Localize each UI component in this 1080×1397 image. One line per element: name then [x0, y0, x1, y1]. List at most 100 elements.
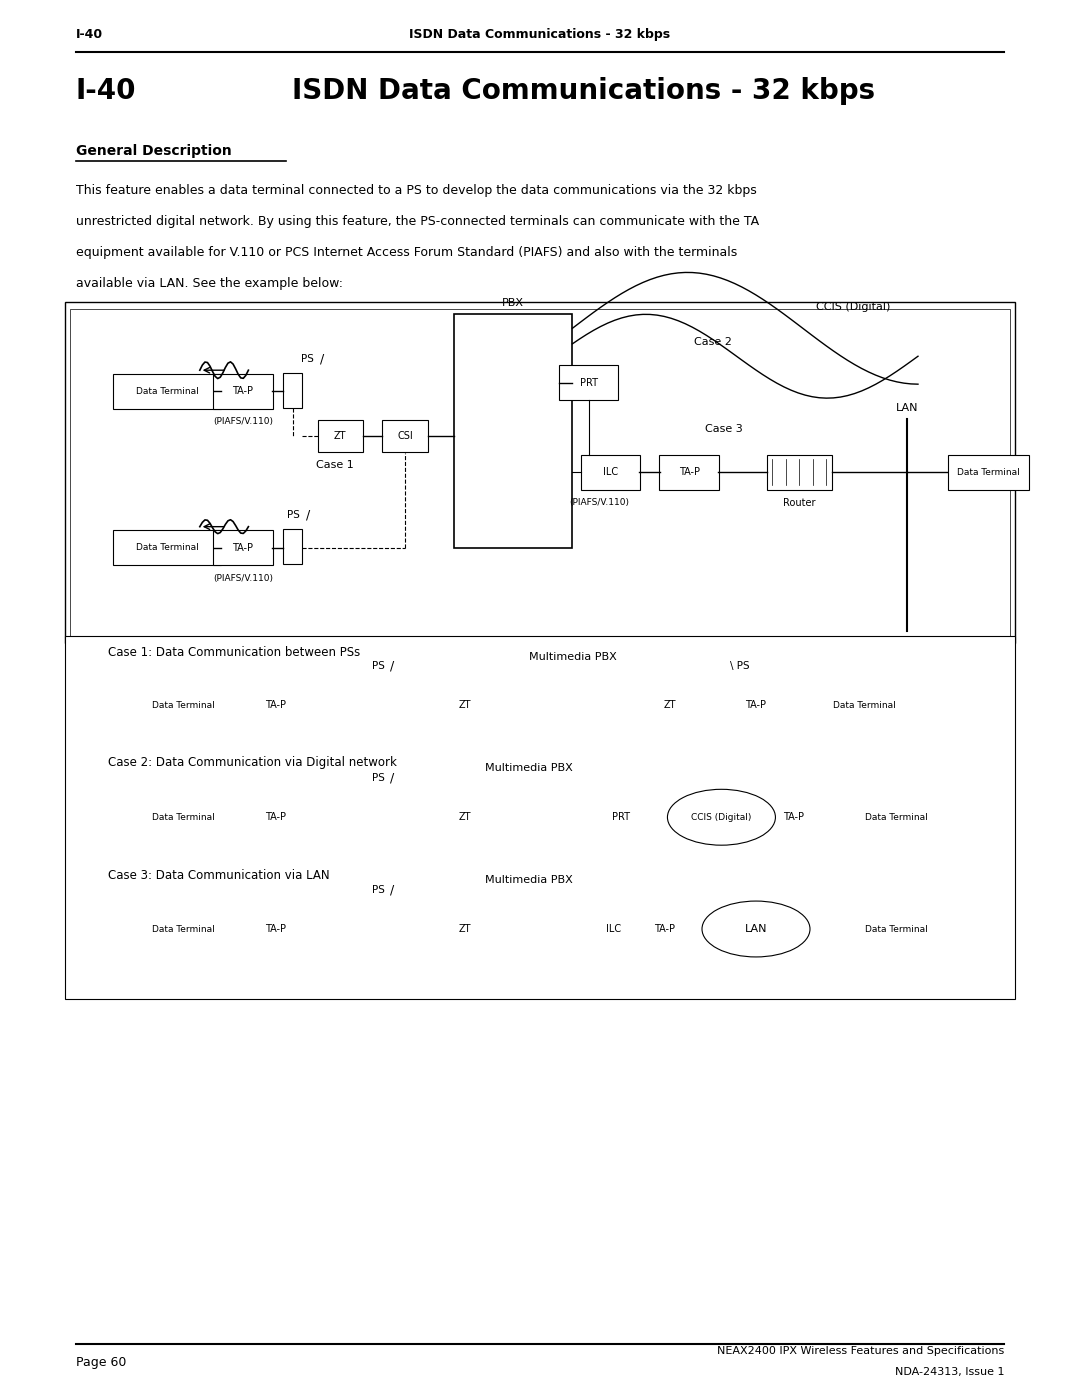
Text: Case 3: Data Communication via LAN: Case 3: Data Communication via LAN	[108, 869, 329, 883]
Text: Multimedia PBX: Multimedia PBX	[528, 651, 617, 662]
Text: available via LAN. See the example below:: available via LAN. See the example below…	[76, 277, 342, 289]
FancyBboxPatch shape	[319, 687, 338, 722]
FancyBboxPatch shape	[246, 799, 306, 835]
Text: ZT: ZT	[458, 700, 471, 711]
Text: TA-P: TA-P	[653, 923, 675, 935]
Text: CCIS (Digital): CCIS (Digital)	[691, 813, 752, 821]
Text: Case 3: Case 3	[705, 423, 742, 434]
Text: PRT: PRT	[580, 377, 597, 388]
FancyBboxPatch shape	[214, 529, 272, 564]
Text: Case 2: Data Communication via Digital network: Case 2: Data Communication via Digital n…	[108, 756, 396, 770]
Text: PBX: PBX	[502, 298, 524, 309]
Text: (PIAFS/V.110): (PIAFS/V.110)	[569, 499, 630, 507]
FancyBboxPatch shape	[767, 454, 832, 489]
FancyBboxPatch shape	[318, 419, 363, 453]
FancyBboxPatch shape	[283, 373, 302, 408]
Ellipse shape	[667, 789, 775, 845]
FancyBboxPatch shape	[130, 799, 238, 835]
Text: ILC: ILC	[606, 923, 621, 935]
Text: Data Terminal: Data Terminal	[833, 701, 895, 710]
FancyBboxPatch shape	[65, 302, 1015, 643]
FancyBboxPatch shape	[598, 799, 644, 835]
FancyBboxPatch shape	[246, 689, 306, 724]
Text: Router: Router	[783, 497, 815, 509]
FancyBboxPatch shape	[283, 529, 302, 564]
Text: Multimedia PBX: Multimedia PBX	[485, 763, 573, 774]
Text: Case 1: Case 1	[316, 460, 353, 471]
FancyBboxPatch shape	[65, 636, 1015, 999]
Text: ZT: ZT	[458, 923, 471, 935]
Text: (PIAFS/V.110): (PIAFS/V.110)	[213, 574, 273, 583]
Text: Data Terminal: Data Terminal	[136, 543, 199, 552]
Text: unrestricted digital network. By using this feature, the PS-connected terminals : unrestricted digital network. By using t…	[76, 215, 759, 228]
Text: ILC: ILC	[603, 467, 618, 478]
Text: TA-P: TA-P	[265, 812, 286, 823]
Text: ZT: ZT	[663, 700, 676, 711]
FancyBboxPatch shape	[442, 690, 487, 722]
FancyBboxPatch shape	[246, 911, 306, 947]
Text: Page 60: Page 60	[76, 1355, 126, 1369]
FancyBboxPatch shape	[214, 374, 272, 408]
FancyBboxPatch shape	[442, 914, 487, 944]
Text: Case 2: Case 2	[693, 337, 732, 348]
FancyBboxPatch shape	[726, 689, 786, 724]
Text: PS: PS	[287, 510, 300, 521]
Text: PS: PS	[301, 353, 314, 365]
Text: ZT: ZT	[458, 812, 471, 823]
Text: TA-P: TA-P	[232, 386, 254, 397]
Text: ISDN Data Communications - 32 kbps: ISDN Data Communications - 32 kbps	[409, 28, 671, 42]
Text: ZT: ZT	[334, 430, 347, 441]
Text: NEAX2400 IPX Wireless Features and Specifications: NEAX2400 IPX Wireless Features and Speci…	[717, 1345, 1004, 1356]
FancyBboxPatch shape	[130, 911, 238, 947]
Text: PRT: PRT	[612, 812, 630, 823]
FancyBboxPatch shape	[442, 802, 487, 833]
FancyBboxPatch shape	[642, 911, 687, 947]
FancyBboxPatch shape	[765, 799, 824, 835]
FancyBboxPatch shape	[130, 689, 238, 724]
Text: LAN: LAN	[896, 402, 918, 414]
Text: Multimedia PBX: Multimedia PBX	[485, 875, 573, 886]
Text: LAN: LAN	[745, 923, 767, 935]
FancyBboxPatch shape	[810, 689, 918, 724]
Text: This feature enables a data terminal connected to a PS to develop the data commu: This feature enables a data terminal con…	[76, 184, 756, 197]
Text: TA-P: TA-P	[745, 700, 767, 711]
Text: I-40: I-40	[76, 28, 103, 42]
FancyBboxPatch shape	[491, 664, 648, 747]
Text: Data Terminal: Data Terminal	[152, 813, 215, 821]
FancyBboxPatch shape	[842, 911, 950, 947]
FancyBboxPatch shape	[70, 309, 1010, 636]
Text: /: /	[390, 771, 394, 785]
Text: ISDN Data Communications - 32 kbps: ISDN Data Communications - 32 kbps	[292, 77, 875, 105]
Text: /: /	[320, 352, 324, 366]
Text: TA-P: TA-P	[678, 467, 700, 478]
Text: PS: PS	[372, 661, 384, 672]
FancyBboxPatch shape	[319, 799, 338, 834]
Text: PS: PS	[372, 884, 384, 895]
FancyBboxPatch shape	[593, 911, 634, 947]
Text: Data Terminal: Data Terminal	[865, 813, 928, 821]
FancyBboxPatch shape	[581, 454, 639, 489]
Text: equipment available for V.110 or PCS Internet Access Forum Standard (PIAFS) and : equipment available for V.110 or PCS Int…	[76, 246, 737, 258]
Text: CSI: CSI	[397, 430, 413, 441]
Text: I-40: I-40	[76, 77, 136, 105]
FancyBboxPatch shape	[454, 314, 572, 548]
FancyBboxPatch shape	[319, 911, 338, 946]
Text: /: /	[306, 509, 310, 522]
Text: Case 1: Data Communication between PSs: Case 1: Data Communication between PSs	[108, 645, 361, 659]
Text: Data Terminal: Data Terminal	[136, 387, 199, 395]
Text: /: /	[390, 659, 394, 673]
Text: \ PS: \ PS	[730, 661, 750, 672]
Text: PS: PS	[372, 773, 384, 784]
FancyBboxPatch shape	[659, 454, 719, 489]
FancyBboxPatch shape	[113, 374, 221, 408]
Text: TA-P: TA-P	[783, 812, 805, 823]
Text: /: /	[390, 883, 394, 897]
FancyBboxPatch shape	[842, 799, 950, 835]
Text: (PIAFS/V.110): (PIAFS/V.110)	[213, 418, 273, 426]
FancyBboxPatch shape	[491, 887, 589, 971]
FancyBboxPatch shape	[113, 529, 221, 564]
Text: TA-P: TA-P	[265, 700, 286, 711]
Text: TA-P: TA-P	[232, 542, 254, 553]
FancyBboxPatch shape	[559, 365, 619, 400]
Text: Data Terminal: Data Terminal	[957, 468, 1020, 476]
